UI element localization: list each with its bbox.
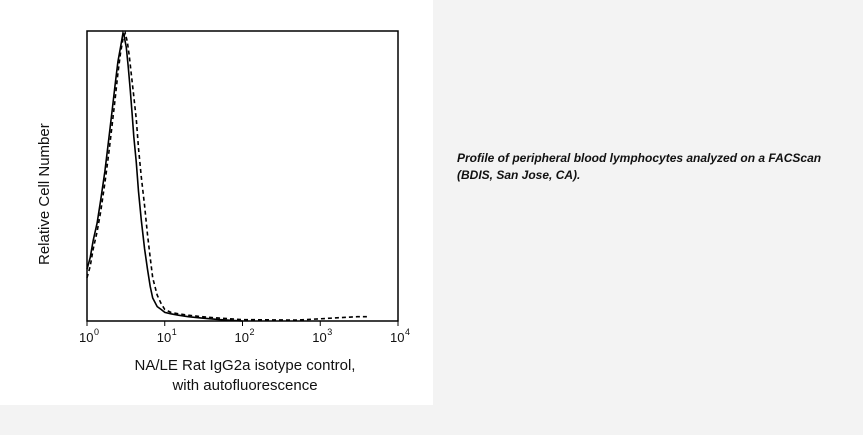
x-tick-label: 10 (312, 330, 326, 345)
series-solid-line (86, 29, 243, 322)
histogram-chart: 10 0 10 1 10 2 10 3 10 4 (79, 29, 410, 345)
x-axis-label-line2: with autofluorescence (172, 377, 318, 394)
series-dashed-line (86, 30, 368, 321)
x-axis-label-line1: NA/LE Rat IgG2a isotype control, (134, 357, 356, 374)
x-tick-exponent: 4 (405, 327, 410, 337)
x-tick-exponent: 3 (327, 327, 332, 337)
x-tick-exponent: 0 (94, 327, 99, 337)
x-tick-label: 10 (235, 330, 249, 345)
x-tick-label: 10 (390, 330, 404, 345)
figure-caption: Profile of peripheral blood lymphocytes … (457, 151, 822, 182)
x-tick-exponent: 1 (172, 327, 177, 337)
x-tick-exponent: 2 (250, 327, 255, 337)
y-axis-label: Relative Cell Number (36, 123, 53, 265)
x-tick-label: 10 (79, 330, 93, 345)
y-axis-label-wrap: Relative Cell Number (36, 123, 56, 435)
x-tick-label: 10 (157, 330, 171, 345)
x-axis-label: NA/LE Rat IgG2a isotype control, with au… (80, 356, 410, 396)
chart-panel (0, 0, 433, 405)
plot-frame (86, 30, 399, 322)
